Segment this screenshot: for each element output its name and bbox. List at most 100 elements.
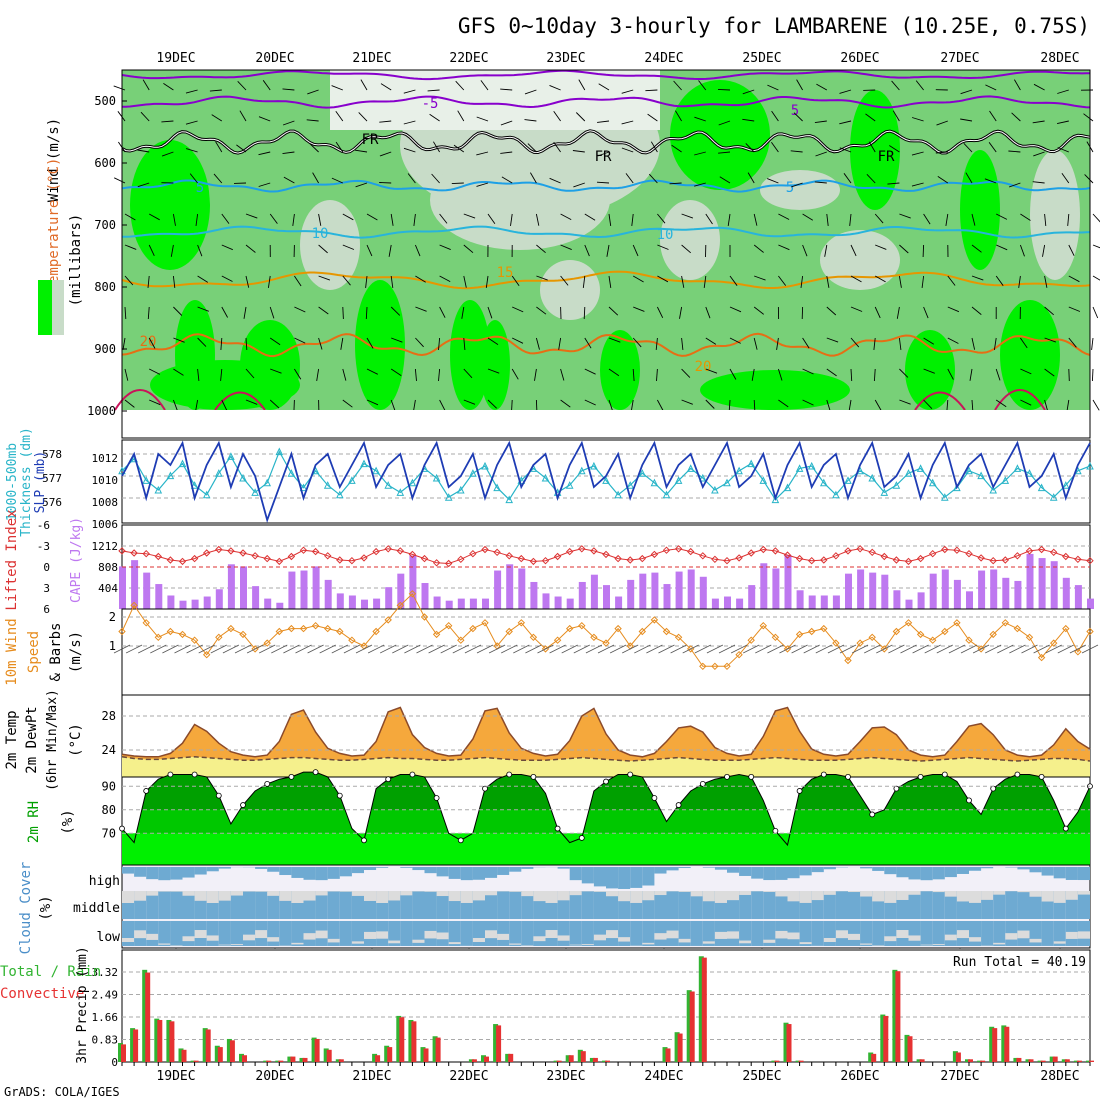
wind-barb bbox=[1032, 181, 1045, 184]
lifted-index-point bbox=[989, 556, 997, 565]
wind-barb bbox=[705, 399, 715, 409]
wind-barb bbox=[413, 213, 416, 226]
wind-barb bbox=[429, 113, 440, 122]
cape-bar bbox=[191, 599, 199, 609]
thickness-point bbox=[444, 493, 453, 501]
rh-legend-swatch-light bbox=[52, 280, 64, 335]
precip-convective-bar bbox=[302, 1057, 308, 1062]
wind-barb bbox=[971, 244, 982, 253]
wind-barb-10m bbox=[670, 644, 687, 654]
wind-speed-point bbox=[1037, 653, 1046, 662]
rh-dry-patch bbox=[660, 200, 720, 280]
wind-barb bbox=[796, 79, 803, 91]
cloud-mid-gap bbox=[1041, 891, 1054, 902]
wind-barb bbox=[971, 306, 982, 315]
wind-barb bbox=[172, 213, 176, 226]
thickness-point bbox=[251, 488, 259, 496]
wind-barb bbox=[988, 142, 997, 153]
wind-barb bbox=[703, 275, 707, 288]
wind-barb bbox=[1083, 113, 1094, 122]
thickness-point bbox=[396, 488, 405, 496]
contour-temp-20 bbox=[121, 332, 1091, 358]
cloud-high-bar bbox=[146, 867, 159, 880]
wind-barb bbox=[335, 110, 344, 122]
wind-barb bbox=[915, 80, 924, 91]
precip-total-bar bbox=[481, 1055, 486, 1062]
thickness-point bbox=[1049, 493, 1058, 501]
cloud-mid-bg bbox=[400, 891, 413, 919]
wind-barb bbox=[778, 275, 787, 286]
wind-barb bbox=[681, 275, 685, 288]
cloud-low-gap bbox=[182, 936, 195, 942]
cloud-mid-gap bbox=[182, 891, 195, 896]
cloud-low-bg bbox=[472, 921, 485, 946]
wind-barb bbox=[1008, 150, 1021, 153]
precip-total-bar bbox=[602, 1060, 607, 1062]
wind-barb bbox=[355, 182, 368, 188]
wind-barb bbox=[560, 399, 571, 408]
wind-barb bbox=[185, 148, 198, 153]
cloud-high-bar bbox=[497, 867, 510, 875]
wind-barb bbox=[572, 150, 585, 153]
wind-speed-point bbox=[348, 636, 356, 644]
precip-total-bar bbox=[880, 1014, 886, 1062]
wind-barb bbox=[753, 337, 758, 350]
wind-barb bbox=[161, 151, 174, 157]
wind-barb bbox=[535, 213, 540, 226]
cloud-low-gap bbox=[388, 940, 401, 944]
lifted-index-point bbox=[432, 559, 441, 567]
wind-barb-10m bbox=[960, 644, 978, 654]
lifted-index-point bbox=[227, 547, 235, 555]
wind-barb-10m bbox=[198, 644, 215, 654]
precip-convective-bar bbox=[1076, 1060, 1082, 1062]
rh-dry-patch bbox=[1030, 150, 1080, 280]
wind-speed-point bbox=[251, 645, 259, 653]
rh-moist-patch bbox=[130, 140, 210, 270]
cloud-high-bar bbox=[255, 867, 268, 869]
cloud-low-gap bbox=[678, 938, 691, 943]
contour-temp-25 bbox=[114, 389, 166, 411]
wind-barb-10m bbox=[367, 644, 385, 654]
wind-barb bbox=[751, 368, 755, 381]
cape-bar bbox=[482, 598, 489, 609]
wind-speed-point bbox=[178, 630, 187, 639]
wind-barb bbox=[549, 177, 561, 184]
label-millibars: (millibars) bbox=[68, 214, 84, 307]
temp-line bbox=[121, 706, 1091, 758]
cape-bar bbox=[687, 569, 695, 609]
precip-convective-bar bbox=[592, 1057, 598, 1062]
wind-barb bbox=[390, 213, 394, 226]
wind-barb-10m bbox=[585, 644, 603, 654]
wind-barb-10m bbox=[658, 644, 675, 654]
wind-barb bbox=[1068, 275, 1080, 283]
cape-bar bbox=[131, 560, 139, 609]
cloud-mid-bg bbox=[158, 891, 171, 919]
cloud-mid-gap bbox=[545, 891, 558, 903]
rh2m-point bbox=[312, 769, 319, 776]
wind-barb bbox=[307, 89, 319, 95]
precip-total-bar bbox=[299, 1057, 305, 1062]
cloud-low-bg bbox=[702, 921, 715, 946]
wind-barb-10m bbox=[125, 644, 143, 654]
precip-tick: 1.66 bbox=[92, 1011, 119, 1024]
wind-barb bbox=[608, 368, 620, 377]
wind-barb bbox=[632, 275, 644, 283]
wind-barb bbox=[1091, 337, 1094, 350]
precip-total-bar bbox=[287, 1056, 293, 1062]
precip-total-bar bbox=[553, 1060, 559, 1062]
cloud-high-bar bbox=[775, 867, 788, 880]
rh2m-point bbox=[1062, 825, 1069, 832]
wind-barb bbox=[937, 176, 949, 184]
cloud-high-bar bbox=[981, 867, 994, 869]
cloud-low-gap bbox=[642, 942, 655, 945]
wind-barb bbox=[1092, 275, 1100, 281]
wind-barb bbox=[245, 275, 250, 288]
precip-convective-bar bbox=[229, 1040, 235, 1062]
lifted-index-point bbox=[638, 554, 647, 563]
wind-barb bbox=[560, 275, 569, 286]
wind-barb bbox=[705, 306, 711, 319]
cape-bar bbox=[215, 589, 223, 609]
cloud-mid-bg bbox=[436, 891, 449, 919]
thickness-point bbox=[795, 464, 804, 472]
cloud-low-bg bbox=[618, 921, 631, 946]
